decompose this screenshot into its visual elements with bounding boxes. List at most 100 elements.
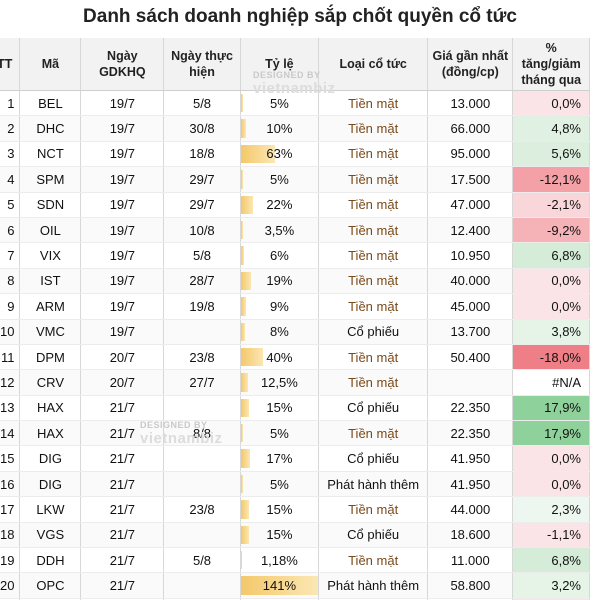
table-row: 18 VGS 21/7 15% Cổ phiếu 18.600 -1,1% [0, 522, 590, 549]
cell-chg: 6,8% [512, 242, 590, 269]
tyle-value: 15% [266, 501, 293, 517]
tyle-value: 19% [266, 273, 293, 289]
tyle-bar [240, 94, 244, 113]
cell-ma: CRV [19, 369, 82, 396]
table-row: 4 SPM 19/7 29/7 5% Tiền mặt 17.500 -12,1% [0, 166, 590, 193]
cell-stt: 10 [0, 319, 21, 345]
cell-chg: 4,8% [512, 115, 590, 142]
cell-gia [427, 369, 514, 396]
table-row: 1 BEL 19/7 5/8 5% Tiền mặt 13.000 0,0% [0, 90, 590, 117]
header-tyle: Tỷ lệ [240, 38, 320, 91]
cell-loai: Tiền mặt [318, 344, 429, 371]
cell-loai: Tiền mặt [318, 192, 429, 218]
cell-loai: Tiền mặt [318, 369, 429, 396]
cell-gia: 17.500 [427, 166, 514, 193]
cell-loai: Phát hành thêm [318, 572, 429, 599]
tyle-value: 1,18% [260, 552, 298, 568]
tyle-bar [240, 576, 319, 595]
table-row: 8 IST 19/7 28/7 19% Tiền mặt 40.000 0,0% [0, 268, 590, 295]
cell-thuchien: 19/8 [163, 293, 241, 320]
table-row: 2 DHC 19/7 30/8 10% Tiền mặt 66.000 4,8% [0, 115, 590, 142]
tyle-value: 141% [262, 578, 297, 594]
cell-gia: 40.000 [427, 268, 514, 295]
header-row: TT Mã Ngày GDKHQ Ngày thực hiện Tỷ lệ Lo… [0, 38, 590, 91]
tyle-bar [240, 322, 246, 341]
cell-stt: 7 [0, 242, 21, 269]
cell-gdkhq: 20/7 [80, 369, 165, 396]
tyle-bar [240, 424, 244, 443]
cell-chg: 0,0% [512, 268, 590, 295]
tyle-bar [240, 347, 263, 367]
cell-gia: 10.950 [427, 242, 514, 269]
tyle-value: 5% [270, 95, 289, 111]
cell-tyle: 12,5% [240, 369, 320, 396]
cell-chg: -9,2% [512, 217, 590, 244]
tyle-bar [240, 373, 248, 392]
cell-loai: Tiền mặt [318, 598, 429, 600]
cell-tyle: 10% [240, 598, 320, 600]
tyle-bar [240, 398, 249, 418]
cell-thuchien: 23/8 [163, 344, 241, 371]
dividend-table: TT Mã Ngày GDKHQ Ngày thực hiện Tỷ lệ Lo… [0, 38, 590, 600]
cell-stt: 19 [0, 547, 21, 574]
cell-gia: 12.400 [427, 217, 514, 244]
table-row: 13 HAX 21/7 15% Cổ phiếu 22.350 17,9% [0, 395, 590, 422]
table-row: 9 ARM 19/7 19/8 9% Tiền mặt 45.000 0,0% [0, 293, 590, 320]
cell-thuchien [163, 395, 241, 422]
cell-chg: 0,0% [512, 90, 590, 117]
cell-chg: -1,1% [512, 522, 590, 549]
cell-thuchien: 29/7 [163, 192, 241, 218]
cell-loai: Phát hành thêm [318, 471, 429, 498]
cell-gdkhq: 19/7 [80, 319, 165, 345]
tyle-bar [240, 246, 244, 265]
cell-thuchien: 29/7 [163, 166, 241, 193]
cell-loai: Cổ phiếu [318, 395, 429, 422]
tyle-value: 6% [270, 248, 289, 264]
cell-gdkhq: 21/7 [80, 572, 165, 599]
tyle-value: 12,5% [260, 374, 298, 390]
cell-loai: Tiền mặt [318, 90, 429, 117]
cell-stt: 18 [0, 522, 21, 549]
cell-stt: 20 [0, 572, 21, 599]
tyle-value: 10% [266, 121, 293, 137]
cell-stt: 4 [0, 166, 21, 193]
cell-gia: 45.000 [427, 293, 514, 320]
cell-ma: ARM [19, 293, 82, 320]
tyle-bar [240, 119, 247, 138]
cell-tyle: 5% [240, 166, 320, 193]
cell-loai: Tiền mặt [318, 420, 429, 447]
cell-loai: Tiền mặt [318, 217, 429, 244]
cell-gia: 44.000 [427, 496, 514, 523]
cell-ma: SDN [19, 192, 82, 218]
cell-loai: Tiền mặt [318, 166, 429, 193]
cell-gia: 41.950 [427, 471, 514, 498]
cell-gia: 66.000 [427, 115, 514, 142]
cell-gia: 18.600 [427, 522, 514, 549]
cell-tyle: 63% [240, 141, 320, 168]
table-row: 7 VIX 19/7 5/8 6% Tiền mặt 10.950 6,8% [0, 242, 590, 269]
cell-gdkhq: 19/7 [80, 293, 165, 320]
cell-loai: Tiền mặt [318, 496, 429, 523]
cell-thuchien: 27/7 [163, 369, 241, 396]
tyle-bar [240, 474, 244, 494]
cell-thuchien: 8/8 [163, 420, 241, 447]
cell-thuchien: 30/8 [163, 115, 241, 142]
table-row: 6 OIL 19/7 10/8 3,5% Tiền mặt 12.400 -9,2% [0, 217, 590, 244]
header-gdkhq: Ngày GDKHQ [80, 38, 165, 91]
cell-thuchien: 10/8 [163, 217, 241, 244]
cell-stt: 14 [0, 420, 21, 447]
tyle-bar [240, 297, 246, 316]
cell-ma: DIG [19, 471, 82, 498]
cell-chg: -12,1% [512, 166, 590, 193]
cell-tyle: 19% [240, 268, 320, 295]
cell-thuchien: 5/8 [163, 547, 241, 574]
cell-chg: 5,6% [512, 141, 590, 168]
cell-gdkhq: 19/7 [80, 166, 165, 193]
cell-gdkhq: 19/7 [80, 141, 165, 168]
table-row: 15 DIG 21/7 17% Cổ phiếu 41.950 0,0% [0, 445, 590, 472]
cell-gdkhq: 19/7 [80, 115, 165, 142]
tyle-value: 5% [270, 171, 289, 187]
header-gia: Giá gần nhất (đồng/cp) [427, 38, 514, 91]
cell-ma: BEL [19, 90, 82, 117]
